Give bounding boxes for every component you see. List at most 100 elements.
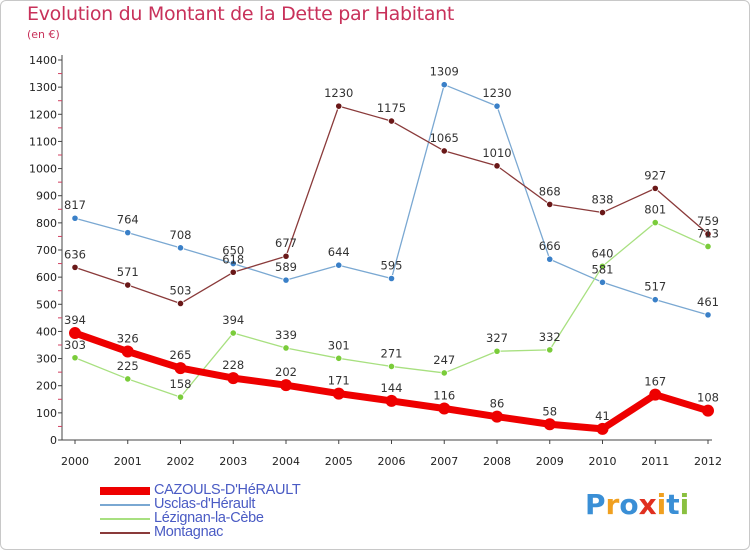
legend-item: Montagnac (100, 524, 400, 540)
data-label: 265 (170, 348, 192, 362)
data-label: 640 (592, 246, 614, 260)
legend-swatch (100, 487, 150, 495)
data-label: 58 (542, 404, 557, 418)
data-label: 394 (222, 313, 244, 327)
data-point (280, 379, 292, 392)
data-label: 759 (697, 214, 719, 228)
logo-letter: t (666, 488, 680, 521)
y-tick-label: 200 (36, 380, 57, 393)
data-point (546, 255, 554, 263)
legend-swatch (100, 518, 150, 520)
y-tick-label: 900 (36, 190, 57, 203)
data-point (491, 410, 503, 423)
data-label: 1065 (430, 131, 459, 145)
x-tick-label: 2003 (219, 455, 247, 468)
y-tick-label: 1000 (29, 163, 57, 176)
x-tick-label: 2009 (536, 455, 564, 468)
data-label: 332 (539, 330, 561, 344)
y-tick-label: 1100 (29, 135, 57, 148)
y-tick-label: 600 (36, 271, 57, 284)
data-point (387, 117, 396, 125)
data-label: 116 (433, 389, 455, 403)
x-tick-label: 2005 (325, 455, 353, 468)
data-label: 327 (486, 331, 508, 345)
data-label: 677 (275, 236, 297, 250)
data-label: 301 (328, 338, 350, 352)
logo-letter: i (656, 488, 667, 521)
data-label: 1230 (324, 86, 353, 100)
data-point (335, 261, 343, 269)
data-label: 144 (381, 381, 403, 395)
x-tick-label: 2006 (378, 455, 406, 468)
data-point (124, 281, 132, 289)
chart-title: Evolution du Montant de la Dette par Hab… (27, 3, 455, 25)
data-point (543, 418, 556, 431)
data-point (651, 184, 659, 192)
data-point (387, 274, 396, 283)
data-point (440, 81, 448, 89)
data-point (69, 327, 81, 340)
legend-label: CAZOULS-D'HéRAULT (154, 482, 301, 498)
data-label: 817 (64, 198, 86, 212)
data-label: 1010 (482, 146, 511, 160)
data-point (176, 299, 185, 308)
data-point (176, 244, 185, 252)
data-label: 158 (170, 377, 192, 391)
x-tick-label: 2011 (641, 455, 669, 468)
data-label: 1175 (377, 101, 406, 115)
x-tick-label: 2012 (694, 455, 722, 468)
y-tick-label: 1300 (29, 81, 57, 94)
data-point (598, 262, 607, 270)
y-tick-label: 700 (36, 244, 57, 257)
legend-item: Lézignan-la-Cèbe (100, 510, 400, 526)
legend-item: CAZOULS-D'HéRAULT (100, 482, 400, 498)
data-label: 503 (170, 283, 192, 297)
legend-label: Usclas-d'Hérault (154, 496, 256, 512)
data-label: 636 (64, 247, 86, 261)
data-point (651, 296, 659, 304)
data-point (71, 354, 79, 362)
data-label: 571 (117, 265, 139, 279)
data-point (174, 362, 187, 375)
data-label: 41 (595, 409, 610, 423)
y-tick-label: 500 (36, 298, 57, 311)
data-point (649, 388, 662, 401)
y-tick-label: 100 (36, 407, 57, 420)
data-point (385, 394, 398, 407)
data-label: 86 (490, 397, 505, 411)
data-label: 108 (697, 391, 719, 405)
data-point (438, 402, 451, 415)
data-label: 838 (592, 193, 614, 207)
data-point (124, 229, 132, 237)
data-point (493, 102, 501, 110)
data-label: 868 (539, 184, 561, 198)
data-point (493, 347, 501, 355)
x-tick-label: 2004 (272, 455, 300, 468)
x-tick-label: 2008 (483, 455, 511, 468)
data-point (598, 278, 607, 286)
logo-letter: o (619, 488, 639, 521)
data-point (121, 345, 134, 358)
legend-label: Lézignan-la-Cèbe (154, 510, 264, 526)
data-point (546, 346, 554, 354)
logo-letter: r (605, 488, 620, 521)
data-point (229, 259, 237, 268)
data-label: 271 (381, 346, 403, 360)
data-point (335, 102, 343, 110)
data-point (702, 404, 714, 417)
data-point (71, 263, 79, 271)
y-tick-label: 300 (36, 353, 57, 366)
data-point (71, 214, 79, 222)
data-point (704, 230, 712, 238)
data-label: 927 (644, 168, 666, 182)
data-point (282, 276, 290, 284)
x-tick-label: 2010 (589, 455, 617, 468)
x-tick-label: 2000 (61, 455, 89, 468)
data-label: 326 (117, 332, 139, 346)
data-label: 228 (222, 358, 244, 372)
y-tick-label: 400 (36, 325, 57, 338)
data-point (335, 354, 343, 362)
data-label: 581 (592, 262, 614, 276)
data-point (332, 387, 345, 400)
